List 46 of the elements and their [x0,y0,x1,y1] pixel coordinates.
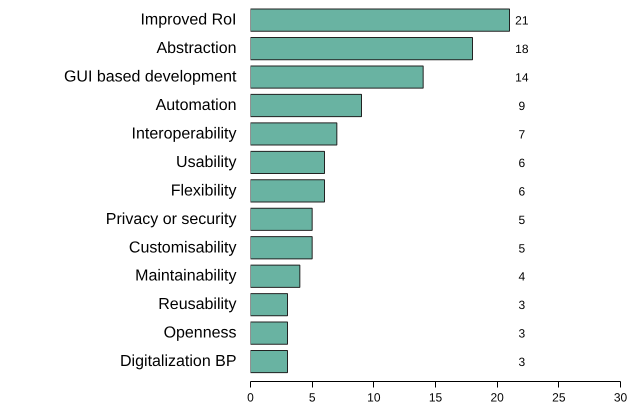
data-label: 6 [518,184,526,198]
y-tick-label: Customisability [128,239,237,256]
bar [250,122,338,146]
y-tick-label: Abstraction [156,40,237,58]
y-tick-label: GUI based development [64,68,238,86]
data-label: 6 [518,156,526,170]
bar [250,236,313,260]
bar [250,322,288,345]
bar [250,293,288,316]
data-label: 9 [518,99,526,114]
x-tick-label: 15 [428,390,442,404]
bar [250,94,362,118]
bar [250,350,288,374]
bar [250,37,473,60]
x-tick-label: 25 [552,390,566,404]
y-tick-label: Privacy or security [106,210,237,228]
x-tick-label: 30 [614,390,628,404]
bar [250,8,510,32]
x-tick-label: 20 [490,390,504,404]
bar [250,179,325,202]
y-tick-label: Maintainability [135,268,237,285]
y-tick-label: Usability [176,154,237,171]
y-tick-label: Improved RoI [140,12,237,29]
data-label: 18 [515,42,529,56]
bar [250,65,424,89]
y-tick-label: Openness [164,324,236,342]
data-label: 4 [518,270,526,284]
y-tick-label: Digitalization BP [120,353,236,370]
data-label: 14 [515,70,529,85]
data-label: 5 [518,212,526,227]
y-tick-label: Flexibility [170,182,237,200]
y-tick-label: Reusability [158,296,237,314]
y-tick-label: Automation [156,97,236,114]
x-tick-label: 5 [308,390,316,404]
data-label: 3 [518,355,526,370]
bar [250,150,325,174]
data-label: 3 [518,298,526,312]
x-tick-label: 10 [367,390,381,404]
data-label: 3 [518,326,526,341]
data-label: 5 [518,241,526,256]
bar [250,208,313,231]
bar [250,264,300,288]
data-label: 7 [518,127,526,142]
x-tick-label: 0 [247,390,254,404]
data-label: 21 [515,14,529,28]
y-tick-label: Interoperability [132,125,237,142]
